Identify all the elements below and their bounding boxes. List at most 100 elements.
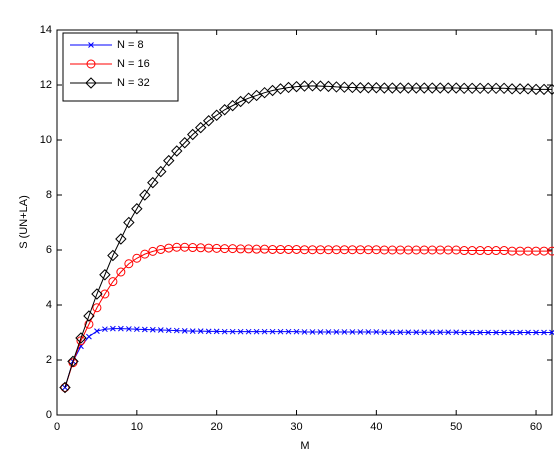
series-line — [64, 85, 552, 388]
marker — [75, 332, 87, 344]
series-line — [64, 246, 552, 388]
marker — [91, 288, 103, 300]
legend-marker — [85, 77, 97, 89]
marker — [131, 203, 143, 215]
marker — [493, 329, 499, 336]
marker — [306, 80, 319, 92]
marker — [365, 329, 372, 335]
marker — [309, 329, 316, 335]
marker — [67, 355, 79, 368]
legend-marker — [86, 59, 96, 69]
marker — [517, 329, 523, 336]
marker — [86, 333, 92, 340]
marker — [84, 319, 94, 329]
marker — [205, 328, 212, 335]
marker — [139, 189, 151, 201]
marker — [94, 328, 100, 334]
marker — [490, 82, 502, 95]
marker — [261, 328, 268, 335]
marker — [165, 327, 172, 334]
marker — [322, 80, 335, 93]
marker — [187, 128, 199, 141]
marker — [157, 327, 164, 333]
x-tick-label: 50 — [450, 421, 462, 433]
marker — [102, 326, 108, 333]
marker — [171, 145, 183, 157]
marker — [354, 82, 367, 94]
marker — [115, 233, 127, 245]
marker — [163, 154, 175, 167]
marker — [509, 329, 515, 336]
marker — [124, 259, 134, 269]
legend-marker — [88, 42, 94, 48]
marker — [405, 329, 412, 336]
x-axis-label: M — [300, 440, 309, 452]
marker — [60, 383, 70, 392]
marker — [218, 104, 231, 116]
marker — [59, 381, 71, 394]
marker — [477, 329, 483, 336]
marker — [402, 82, 414, 94]
y-tick-label: 8 — [46, 189, 52, 201]
marker — [370, 82, 383, 94]
marker — [132, 253, 142, 263]
marker — [133, 326, 140, 333]
marker — [442, 82, 454, 94]
marker — [541, 329, 547, 336]
marker — [389, 329, 396, 336]
marker — [195, 121, 207, 134]
legend-label: N = 32 — [117, 77, 150, 89]
marker — [155, 165, 167, 178]
marker — [426, 82, 438, 94]
marker — [298, 80, 311, 92]
x-tick-label: 0 — [54, 421, 60, 433]
marker — [410, 82, 422, 94]
marker — [234, 95, 247, 108]
y-tick-label: 4 — [46, 299, 52, 311]
marker — [450, 82, 462, 94]
marker — [110, 325, 116, 332]
legend-box — [62, 32, 179, 102]
marker — [525, 329, 531, 336]
marker — [482, 82, 494, 95]
marker — [538, 83, 550, 96]
marker — [221, 328, 228, 335]
marker — [202, 115, 215, 127]
marker — [386, 82, 399, 94]
marker — [210, 109, 223, 121]
marker — [285, 328, 292, 335]
marker — [277, 328, 284, 335]
marker — [179, 137, 191, 149]
marker — [547, 246, 554, 256]
marker — [189, 328, 196, 334]
marker — [147, 176, 159, 189]
marker — [341, 329, 348, 335]
marker — [522, 83, 534, 95]
x-tick-label: 30 — [290, 421, 302, 433]
marker — [242, 92, 255, 104]
y-axis-label: S (UN+LA) — [18, 195, 30, 249]
legend-label: N = 8 — [117, 39, 144, 51]
plot-area — [56, 29, 553, 416]
legend: N = 8 N = 16 N = 32 — [62, 32, 179, 102]
marker — [413, 329, 420, 336]
marker — [506, 83, 518, 95]
marker — [338, 81, 351, 93]
marker — [83, 310, 95, 322]
marker — [237, 328, 244, 335]
marker — [213, 328, 220, 335]
marker — [434, 82, 446, 94]
marker — [397, 329, 404, 336]
marker — [458, 82, 470, 95]
marker — [250, 89, 263, 102]
marker — [394, 82, 407, 94]
x-tick-label: 60 — [530, 421, 542, 433]
marker — [330, 81, 343, 93]
marker — [514, 83, 526, 95]
marker — [445, 329, 452, 336]
marker — [181, 327, 188, 334]
marker — [474, 82, 486, 95]
marker — [333, 329, 340, 335]
marker — [107, 249, 119, 262]
